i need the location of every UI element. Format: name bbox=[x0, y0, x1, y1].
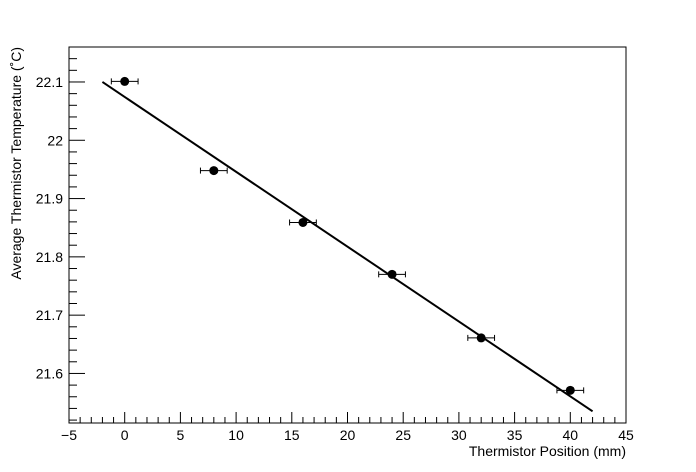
x-tick-label: 35 bbox=[507, 427, 523, 443]
marker bbox=[120, 76, 130, 86]
x-tick-label: 40 bbox=[563, 427, 579, 443]
y-tick-label: 21.7 bbox=[36, 307, 63, 323]
y-axis-ticks: 21.6 21.7 21.8 21.9 22 22.1 bbox=[36, 46, 85, 421]
data-point bbox=[199, 166, 228, 176]
data-point bbox=[378, 269, 406, 279]
x-tick-label: 25 bbox=[395, 427, 411, 443]
plot-frame bbox=[68, 46, 627, 424]
x-tick-label: 20 bbox=[340, 427, 356, 443]
x-tick-label: 10 bbox=[228, 427, 244, 443]
x-tick-label: 15 bbox=[284, 427, 300, 443]
x-tick-label: 30 bbox=[451, 427, 467, 443]
data-point bbox=[289, 217, 317, 227]
x-axis-ticks: −5 0 5 10 15 20 25 30 35 40 45 bbox=[61, 412, 634, 443]
data-points bbox=[110, 76, 585, 395]
y-tick-label: 21.8 bbox=[36, 249, 63, 265]
x-tick-label: −5 bbox=[61, 427, 77, 443]
x-tick-label: 5 bbox=[177, 427, 185, 443]
y-axis-title: Average Thermistor Temperature (˚C) bbox=[8, 47, 24, 280]
x-tick-label: 45 bbox=[618, 427, 634, 443]
x-tick-label: 0 bbox=[121, 427, 129, 443]
data-point bbox=[467, 333, 496, 343]
fit-line bbox=[101, 81, 594, 413]
marker bbox=[476, 333, 486, 343]
y-tick-label: 22.1 bbox=[36, 74, 63, 90]
y-tick-label: 21.6 bbox=[36, 365, 63, 381]
x-axis-title: Thermistor Position (mm) bbox=[469, 443, 626, 459]
marker bbox=[565, 385, 575, 395]
marker bbox=[298, 217, 308, 227]
data-point bbox=[556, 385, 585, 395]
y-tick-label: 21.9 bbox=[36, 191, 63, 207]
data-point bbox=[110, 76, 139, 86]
marker bbox=[209, 166, 219, 176]
fit-line-group bbox=[101, 81, 594, 413]
marker bbox=[387, 269, 397, 279]
y-tick-label: 22 bbox=[47, 132, 63, 148]
